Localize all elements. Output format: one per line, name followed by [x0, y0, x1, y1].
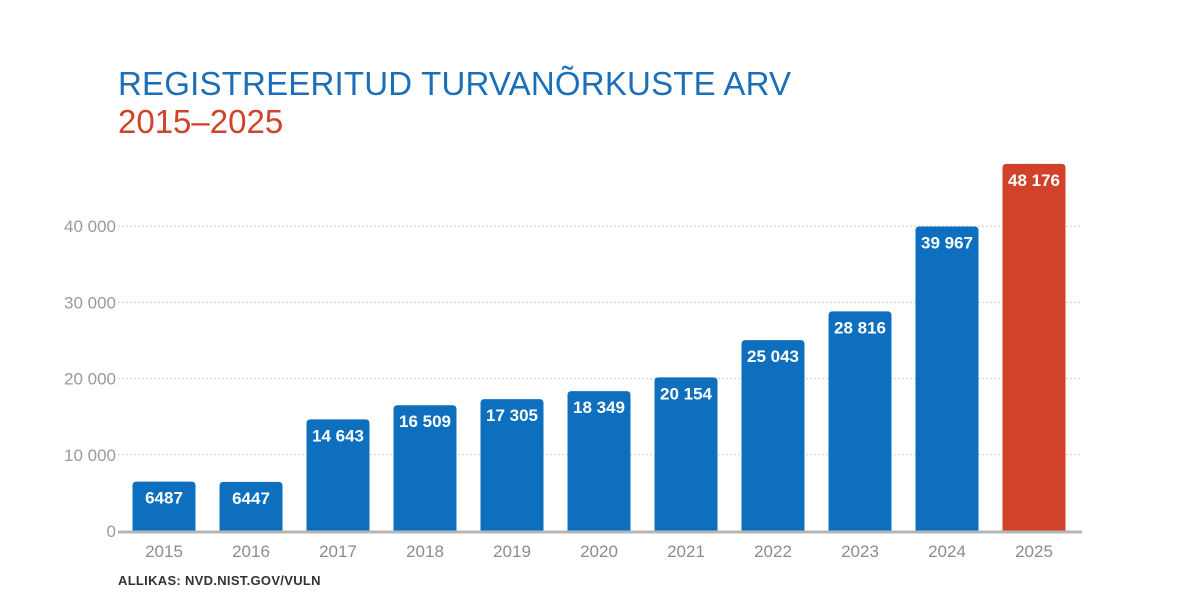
- bar-value-label: 17 305: [486, 406, 538, 425]
- x-tick-label: 2016: [232, 542, 270, 561]
- bar: [480, 399, 544, 531]
- bar: [1002, 163, 1066, 532]
- bar: [393, 405, 457, 531]
- y-tick-label: 40 000: [64, 217, 116, 236]
- bar: [915, 226, 979, 531]
- x-tick-label: 2017: [319, 542, 357, 561]
- bar: [654, 377, 718, 531]
- x-tick-label: 2015: [145, 542, 183, 561]
- x-tick-label: 2018: [406, 542, 444, 561]
- x-tick-label: 2021: [667, 542, 705, 561]
- chart-title: REGISTREERITUD TURVANÕRKUSTE ARV: [118, 65, 792, 102]
- source-note: ALLIKAS: NVD.NIST.GOV/VULN: [118, 573, 321, 588]
- chart-subtitle: 2015–2025: [118, 103, 284, 140]
- bar-value-label: 16 509: [399, 412, 451, 431]
- bar: [567, 391, 631, 531]
- bar-value-label: 6447: [232, 489, 270, 508]
- x-tick-label: 2022: [754, 542, 792, 561]
- y-tick-label: 10 000: [64, 446, 116, 465]
- y-tick-label: 30 000: [64, 293, 116, 312]
- x-tick-label: 2023: [841, 542, 879, 561]
- bar: [219, 481, 283, 531]
- bar-value-label: 25 043: [747, 347, 799, 366]
- x-tick-label: 2019: [493, 542, 531, 561]
- bar-value-label: 14 643: [312, 426, 364, 445]
- bar-value-label: 18 349: [573, 398, 625, 417]
- x-tick-label: 2020: [580, 542, 618, 561]
- bar-value-label: 20 154: [660, 384, 713, 403]
- bar: [306, 419, 370, 531]
- bar-value-label: 48 176: [1008, 171, 1060, 190]
- y-tick-label: 20 000: [64, 370, 116, 389]
- bar-value-label: 28 816: [834, 318, 886, 337]
- bar: [132, 481, 196, 531]
- bar-value-label: 6487: [145, 489, 183, 508]
- bar: [828, 311, 892, 531]
- bar-value-label: 39 967: [921, 233, 973, 252]
- y-tick-label: 0: [107, 522, 116, 541]
- bar: [741, 340, 805, 531]
- x-tick-label: 2024: [928, 542, 966, 561]
- x-tick-label: 2025: [1015, 542, 1053, 561]
